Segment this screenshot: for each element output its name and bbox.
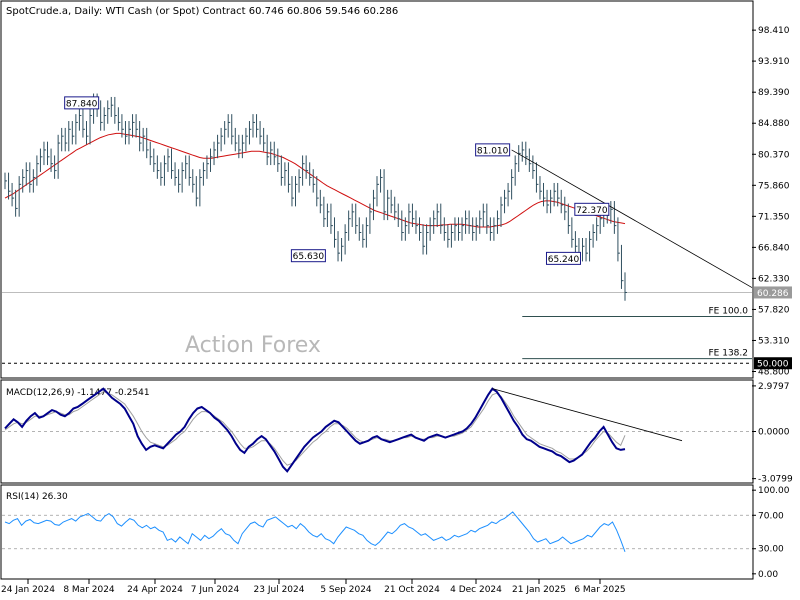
- annotation-label: 87.840: [66, 99, 98, 109]
- annotation-box: [545, 251, 581, 265]
- dashed-level-tag-box: [754, 357, 792, 370]
- x-axis-layer: 24 Jan 2024 8 Mar 2024 24 Apr 2024 7 Jun 20…: [1, 579, 626, 595]
- moving-average-line: [4, 132, 626, 228]
- macd-axis-tick-label: 0.0000: [758, 428, 790, 438]
- rsi-axis-tick-label: 30.00: [758, 545, 784, 555]
- x-axis-tick-label: 24 Jan 2024: [1, 585, 55, 595]
- rsi-line: [4, 511, 626, 552]
- price-annotation: 65.630: [290, 249, 326, 263]
- rsi-pane-frame: [0, 484, 754, 580]
- rsi-axis-tick-label: 70.00: [758, 511, 784, 521]
- macd-main-line: [4, 387, 626, 473]
- annotation-label: 65.240: [548, 255, 580, 265]
- price-axis-tick-label: 71.350: [758, 212, 790, 222]
- price-axis-tick-label: 89.390: [758, 88, 790, 98]
- price-axis-tick-label: 66.840: [758, 243, 790, 253]
- annotation-box: [290, 249, 326, 263]
- x-axis-tick-label: 23 Jul 2024: [254, 585, 305, 595]
- annotation-label: 81.010: [477, 146, 509, 156]
- x-axis-tick-label: 7 Jun 2024: [191, 585, 240, 595]
- macd-trendline: [492, 388, 683, 442]
- macd-axis-tick-label: -3.0799: [758, 475, 793, 485]
- last-price-tag-label: 60.286: [757, 289, 789, 299]
- x-axis-tick-label: 24 Apr 2024: [127, 585, 183, 595]
- watermark: Action Forex: [185, 333, 321, 358]
- price-axis-tick-label: 48.800: [758, 367, 790, 377]
- x-axis-tick-label: 21 Oct 2024: [384, 585, 440, 595]
- price-annotation: 87.840: [64, 96, 100, 110]
- price-annotation: 72.370: [574, 202, 610, 216]
- last-price-tag-box: [754, 286, 792, 299]
- rsi-series-layer: [2, 511, 752, 552]
- annotation-box: [475, 143, 511, 157]
- price-pane-frame: [0, 0, 754, 379]
- price-annotation: 65.240: [545, 251, 581, 265]
- price-axis-tick-label: 84.880: [758, 119, 790, 129]
- price-axis-tick-label: 75.860: [758, 181, 790, 191]
- rsi-axis-tick-label: 100.00: [758, 486, 790, 496]
- price-series-layer: FE 100.0 FE 138.2 87.840 65.630 81.010 65.240…: [2, 93, 753, 364]
- y-axis-layer: 98.410 93.910 89.390 84.880 80.370 75.860 71.3…: [752, 26, 793, 580]
- macd-axis-tick-label: 2.9797: [758, 382, 790, 392]
- price-axis-tick-label: 80.370: [758, 150, 790, 160]
- macd-title: MACD(12,26,9) -1.1477 -0.2541: [6, 388, 150, 398]
- dashed-level-tag-label: 50.000: [757, 360, 789, 370]
- macd-series-layer: [2, 387, 752, 473]
- annotation-label: 65.630: [293, 252, 325, 262]
- x-axis-tick-label: 8 Mar 2024: [63, 585, 115, 595]
- annotation-label: 72.370: [576, 206, 608, 216]
- price-axis-tick-label: 57.820: [758, 305, 790, 315]
- fibonacci-level-label: FE 100.0: [709, 307, 749, 317]
- x-axis-tick-label: 21 Jan 2025: [512, 585, 566, 595]
- x-axis-tick-label: 5 Sep 2024: [320, 585, 372, 595]
- price-axis-tick-label: 98.410: [758, 26, 790, 36]
- rsi-title: RSI(14) 26.30: [6, 492, 68, 502]
- price-axis-tick-label: 93.910: [758, 57, 790, 67]
- price-axis-tick-label: 62.330: [758, 274, 790, 284]
- annotation-box: [64, 96, 100, 110]
- x-axis-tick-label: 6 Mar 2025: [574, 585, 625, 595]
- rsi-axis-tick-label: 0.00: [758, 570, 778, 580]
- fibonacci-level-label: FE 138.2: [709, 349, 749, 359]
- price-axis-tick-label: 53.310: [758, 336, 790, 346]
- price-trendline: [511, 149, 753, 288]
- annotation-box: [574, 202, 610, 216]
- price-annotation: 81.010: [475, 143, 511, 157]
- x-axis-tick-label: 4 Dec 2024: [450, 585, 502, 595]
- chart-title: SpotCrude.a, Daily: WTI Cash (or Spot) C…: [6, 6, 398, 17]
